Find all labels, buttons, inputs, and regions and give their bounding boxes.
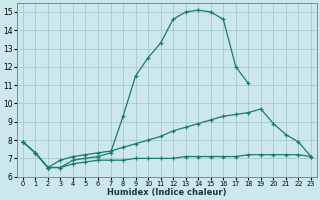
X-axis label: Humidex (Indice chaleur): Humidex (Indice chaleur) [107, 188, 227, 197]
